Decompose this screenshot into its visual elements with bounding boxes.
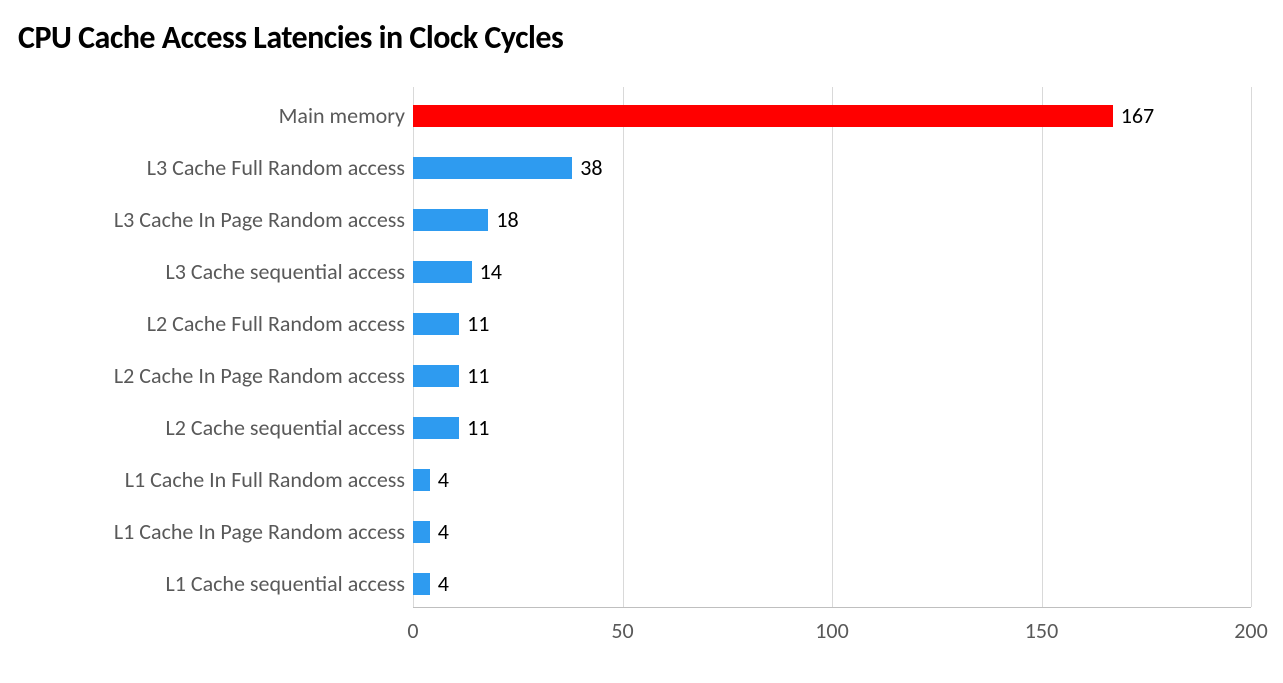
category-label: L3 Cache sequential access xyxy=(18,261,413,283)
x-axis-tick: 150 xyxy=(1025,617,1058,644)
bar-value-label: 11 xyxy=(467,417,489,439)
bar xyxy=(413,521,430,543)
x-axis-tick: 100 xyxy=(815,617,848,644)
bar xyxy=(413,313,459,335)
plot-area: Main memory L3 Cache Full Random access L3… xyxy=(18,87,1265,647)
bar xyxy=(413,365,459,387)
bar xyxy=(413,573,430,595)
bar xyxy=(413,417,459,439)
bar xyxy=(413,105,1113,127)
category-label: L1 Cache In Page Random access xyxy=(18,521,413,543)
chart-title: CPU Cache Access Latencies in Clock Cycl… xyxy=(18,18,1265,57)
category-label: L1 Cache In Full Random access xyxy=(18,469,413,491)
x-axis-line xyxy=(413,607,1251,608)
bar-value-label: 38 xyxy=(580,157,602,179)
category-label: L2 Cache Full Random access xyxy=(18,313,413,335)
bar-value-label: 4 xyxy=(438,573,449,595)
bars-area: 050100150200167381814111111444 xyxy=(413,87,1251,607)
bar xyxy=(413,209,488,231)
gridline xyxy=(1042,87,1043,607)
gridline xyxy=(623,87,624,607)
bar xyxy=(413,261,472,283)
y-axis-labels: Main memory L3 Cache Full Random access L3… xyxy=(18,87,413,607)
bar-value-label: 11 xyxy=(467,313,489,335)
category-label: L2 Cache In Page Random access xyxy=(18,365,413,387)
category-label: L3 Cache In Page Random access xyxy=(18,209,413,231)
bar xyxy=(413,157,572,179)
bar-value-label: 167 xyxy=(1121,105,1154,127)
chart-container: CPU Cache Access Latencies in Clock Cycl… xyxy=(18,18,1265,665)
gridline xyxy=(832,87,833,607)
x-axis-tick: 200 xyxy=(1234,617,1267,644)
bar-value-label: 18 xyxy=(496,209,518,231)
x-axis-tick: 0 xyxy=(407,617,418,644)
bar-value-label: 11 xyxy=(467,365,489,387)
category-label: Main memory xyxy=(18,105,413,127)
bar-value-label: 14 xyxy=(480,261,502,283)
category-label: L2 Cache sequential access xyxy=(18,417,413,439)
bar-value-label: 4 xyxy=(438,469,449,491)
bar-value-label: 4 xyxy=(438,521,449,543)
category-label: L3 Cache Full Random access xyxy=(18,157,413,179)
bar xyxy=(413,469,430,491)
x-axis-tick: 50 xyxy=(611,617,633,644)
category-label: L1 Cache sequential access xyxy=(18,573,413,595)
gridline xyxy=(1251,87,1252,607)
